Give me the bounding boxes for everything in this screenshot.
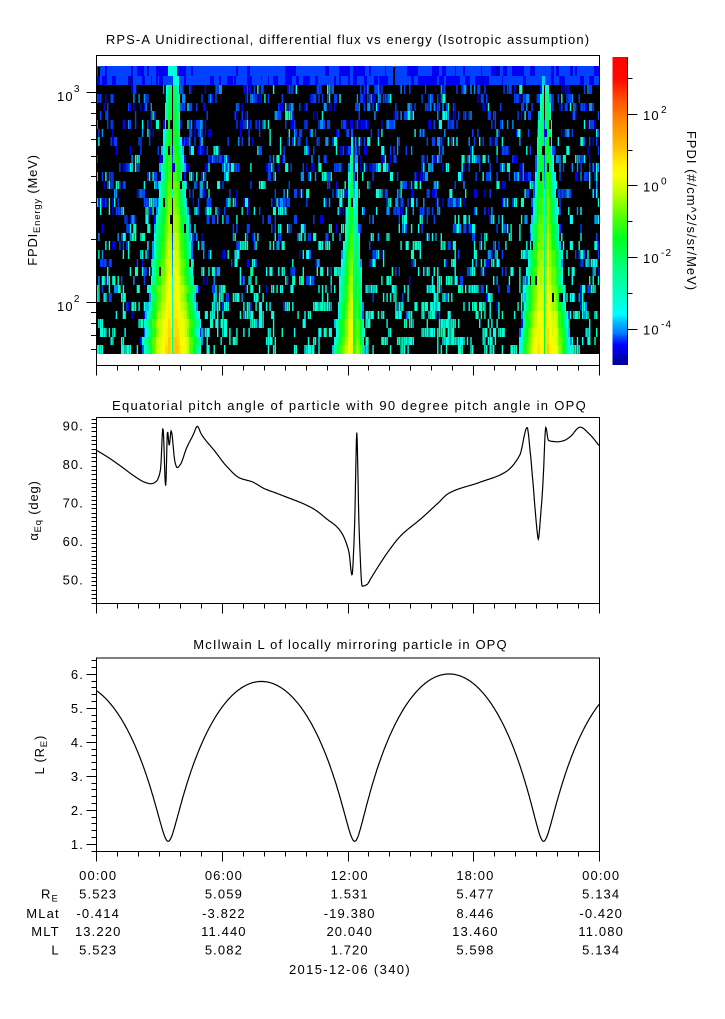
svg-text:5.523: 5.523 xyxy=(79,942,117,957)
svg-text:10: 10 xyxy=(643,108,660,123)
svg-text:-3.822: -3.822 xyxy=(202,906,246,921)
svg-text:00:00: 00:00 xyxy=(79,868,117,883)
svg-text:2.: 2. xyxy=(71,803,84,818)
svg-text:0: 0 xyxy=(661,176,668,187)
svg-text:5.598: 5.598 xyxy=(456,942,494,957)
svg-text:13.220: 13.220 xyxy=(75,924,121,939)
svg-text:RPS-A Unidirectional, differen: RPS-A Unidirectional, differential flux … xyxy=(106,32,590,47)
svg-text:3: 3 xyxy=(74,84,81,95)
svg-text:-2: -2 xyxy=(661,248,672,259)
svg-text:McIlwain L of locally mirrorin: McIlwain L of locally mirroring particle… xyxy=(193,637,507,652)
svg-text:5.082: 5.082 xyxy=(205,942,243,957)
svg-text:6.: 6. xyxy=(71,667,84,682)
svg-text:4.: 4. xyxy=(71,735,84,750)
svg-text:11.080: 11.080 xyxy=(578,924,624,939)
svg-text:10: 10 xyxy=(57,299,74,314)
svg-text:8.446: 8.446 xyxy=(456,906,494,921)
svg-text:00:00: 00:00 xyxy=(582,868,620,883)
svg-text:50.: 50. xyxy=(63,573,84,588)
svg-text:5.134: 5.134 xyxy=(582,942,620,957)
svg-text:-0.414: -0.414 xyxy=(76,906,120,921)
svg-text:1.720: 1.720 xyxy=(331,942,369,957)
svg-text:70.: 70. xyxy=(63,496,84,511)
svg-text:FPDIEnergy (MeV): FPDIEnergy (MeV) xyxy=(25,154,43,266)
svg-text:5.059: 5.059 xyxy=(205,887,243,902)
svg-text:5.523: 5.523 xyxy=(79,887,117,902)
svg-text:10: 10 xyxy=(643,323,660,338)
svg-text:10: 10 xyxy=(57,89,74,104)
svg-text:3.: 3. xyxy=(71,769,84,784)
svg-text:1.531: 1.531 xyxy=(331,887,369,902)
svg-text:12:00: 12:00 xyxy=(331,868,369,883)
svg-text:11.440: 11.440 xyxy=(201,924,247,939)
svg-text:2015-12-06 (340): 2015-12-06 (340) xyxy=(289,962,411,977)
svg-text:13.460: 13.460 xyxy=(452,924,498,939)
svg-text:-4: -4 xyxy=(661,320,672,331)
svg-text:20.040: 20.040 xyxy=(326,924,372,939)
svg-text:06:00: 06:00 xyxy=(205,868,243,883)
svg-text:2: 2 xyxy=(661,105,668,116)
svg-text:MLat: MLat xyxy=(26,906,59,921)
svg-text:60.: 60. xyxy=(63,534,84,549)
svg-text:-0.420: -0.420 xyxy=(579,906,623,921)
svg-text:Equatorial pitch angle of part: Equatorial pitch angle of particle with … xyxy=(112,398,587,413)
svg-text:5.477: 5.477 xyxy=(456,887,494,902)
svg-text:1.: 1. xyxy=(71,837,84,852)
svg-text:5.: 5. xyxy=(71,701,84,716)
svg-text:-19.380: -19.380 xyxy=(324,906,376,921)
svg-text:5.134: 5.134 xyxy=(582,887,620,902)
svg-text:FPDI (#/cm^2/s/sr/MeV): FPDI (#/cm^2/s/sr/MeV) xyxy=(684,131,699,291)
svg-text:10: 10 xyxy=(643,251,660,266)
svg-text:90.: 90. xyxy=(63,419,84,434)
svg-text:MLT: MLT xyxy=(31,924,59,939)
svg-text:10: 10 xyxy=(643,179,660,194)
svg-text:18:00: 18:00 xyxy=(456,868,494,883)
svg-text:80.: 80. xyxy=(63,457,84,472)
svg-text:2: 2 xyxy=(74,294,81,305)
svg-text:L: L xyxy=(51,942,59,957)
